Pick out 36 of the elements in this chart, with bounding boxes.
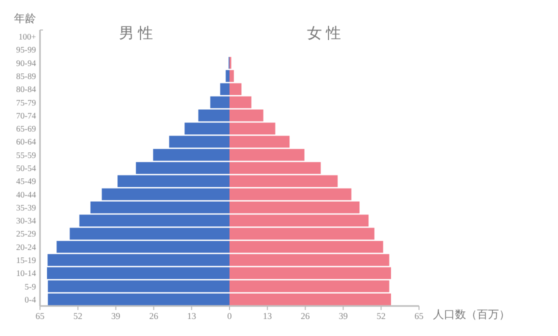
y-tick-label: 90-94 xyxy=(16,58,37,68)
y-tick-label: 50-54 xyxy=(16,163,37,173)
y-tick-label: 75-79 xyxy=(16,97,36,108)
x-axis-title: 人口数（百万） xyxy=(433,309,510,321)
y-tick-label: 30-34 xyxy=(16,216,37,226)
y-tick-label: 0-4 xyxy=(24,294,37,304)
y-axis-title: 年龄 xyxy=(14,13,36,25)
y-tick-label: 55-59 xyxy=(16,150,36,160)
x-tick-label: 65 xyxy=(414,311,424,321)
y-tick-label: 15-19 xyxy=(16,255,36,265)
x-tick-label: 39 xyxy=(338,311,348,321)
y-tick-label: 65-69 xyxy=(16,124,36,134)
y-tick-label: 70-74 xyxy=(16,110,37,120)
y-tick-label: 60-64 xyxy=(16,136,37,147)
x-tick-label: 39 xyxy=(111,311,121,321)
y-tick-label: 40-44 xyxy=(16,189,37,200)
x-tick-label: 0 xyxy=(227,311,232,321)
x-tick-label: 26 xyxy=(300,311,310,321)
x-tick-label: 13 xyxy=(262,311,272,321)
y-tick-label: 25-29 xyxy=(16,228,36,239)
y-tick-label: 35-39 xyxy=(16,202,36,212)
x-tick-label: 13 xyxy=(187,311,197,321)
x-tick-label: 26 xyxy=(149,311,159,321)
y-tick-label: 95-99 xyxy=(16,44,36,55)
annotation: 女性 xyxy=(307,25,345,42)
y-tick-label: 80-84 xyxy=(16,84,37,94)
y-tick-label: 10-14 xyxy=(16,268,37,278)
y-tick-label: 100+ xyxy=(18,32,36,42)
y-tick-label: 85-89 xyxy=(16,71,36,81)
x-tick-label: 52 xyxy=(376,311,386,321)
x-tick-label: 65 xyxy=(36,311,45,321)
y-tick-label: 45-49 xyxy=(16,176,36,186)
y-tick-label: 20-24 xyxy=(16,242,37,252)
x-tick-label: 52 xyxy=(73,311,82,321)
y-tick-label: 5-9 xyxy=(24,281,36,292)
annotation: 男性 xyxy=(119,25,157,42)
